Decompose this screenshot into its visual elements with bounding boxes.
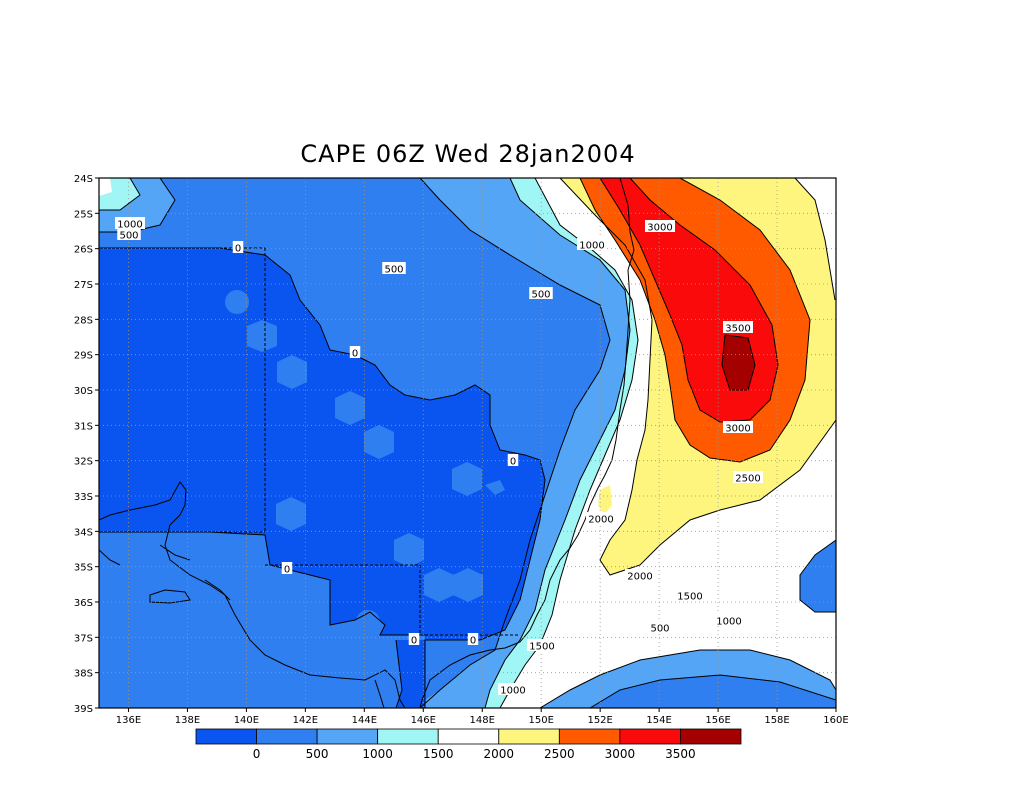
svg-text:500: 500 — [650, 624, 669, 635]
contour-label: 3000 — [723, 421, 753, 435]
lon-tick-label: 154E — [646, 715, 671, 726]
svg-text:0: 0 — [510, 457, 516, 468]
contour-label: 0 — [408, 633, 420, 647]
colorbar-label: 2000 — [484, 747, 515, 761]
lon-tick-label: 144E — [352, 715, 377, 726]
colorbar-label: 500 — [306, 747, 329, 761]
svg-text:2500: 2500 — [735, 474, 760, 485]
contour-label: 3000 — [645, 220, 675, 234]
svg-text:0: 0 — [352, 349, 358, 360]
lon-tick-label: 152E — [587, 715, 612, 726]
contour-label: 1500 — [675, 589, 705, 603]
lon-tick-label: 136E — [116, 715, 141, 726]
svg-text:3000: 3000 — [725, 424, 750, 435]
contour-label: 0 — [507, 454, 519, 468]
contour-label: 2000 — [586, 512, 616, 526]
svg-text:1500: 1500 — [529, 642, 554, 653]
contour-label: 500 — [648, 621, 672, 635]
svg-text:0: 0 — [235, 244, 241, 255]
lon-tick-label: 138E — [175, 715, 200, 726]
lat-tick-label: 30S — [74, 386, 93, 397]
contour-labels: 1000500050050001000300035003000250002000… — [115, 217, 763, 697]
svg-text:0: 0 — [411, 636, 417, 647]
colorbar-label: 1000 — [362, 747, 393, 761]
colorbar-label: 1500 — [423, 747, 454, 761]
contour-label: 500 — [529, 287, 553, 301]
contour-label: 0 — [281, 562, 293, 576]
svg-text:3000: 3000 — [647, 223, 672, 234]
contour-label: 500 — [382, 262, 406, 276]
svg-text:1000: 1000 — [117, 220, 142, 231]
chart-title: CAPE 06Z Wed 28jan2004 — [300, 140, 636, 168]
cape-field — [99, 178, 836, 708]
contour-label: 1000 — [498, 683, 528, 697]
lon-tick-label: 148E — [470, 715, 495, 726]
lat-tick-label: 26S — [74, 245, 93, 256]
colorbar-swatch — [256, 728, 318, 745]
svg-text:0: 0 — [470, 636, 476, 647]
lat-tick-label: 35S — [74, 563, 93, 574]
contour-label: 2500 — [733, 471, 763, 485]
lat-tick-label: 34S — [74, 527, 93, 538]
colorbar-swatch — [195, 728, 257, 745]
lat-tick-label: 31S — [74, 421, 93, 432]
svg-text:1500: 1500 — [677, 592, 702, 603]
svg-text:1000: 1000 — [579, 241, 604, 252]
svg-text:2000: 2000 — [627, 572, 652, 583]
colorbar-swatch — [316, 728, 379, 745]
lat-tick-label: 39S — [74, 704, 93, 715]
lat-tick-label: 27S — [74, 280, 93, 291]
colorbar-swatch — [619, 728, 681, 745]
svg-text:1000: 1000 — [500, 686, 525, 697]
contour-label: 1000 — [115, 217, 145, 231]
contour-label: 0 — [467, 633, 479, 647]
lon-tick-label: 156E — [705, 715, 730, 726]
contour-label: 1500 — [527, 639, 557, 653]
colorbar-label: 3000 — [605, 747, 636, 761]
contour-label: 3500 — [723, 321, 753, 335]
contour-label: 0 — [349, 346, 361, 360]
longitude-ticks: 136E 138E 140E 142E 144E 146E 148E 150E 152E 154E… — [116, 708, 849, 726]
svg-text:500: 500 — [119, 231, 138, 242]
colorbar-swatch — [558, 728, 621, 745]
colorbar-label: 2500 — [544, 747, 575, 761]
latitude-ticks: 24S 25S 26S 27S 28S 29S 30S 31S 32S 33S 34S 35S 36S 3… — [74, 174, 99, 715]
lat-tick-label: 32S — [74, 457, 93, 468]
lon-tick-label: 158E — [764, 715, 789, 726]
lat-tick-label: 25S — [74, 209, 93, 220]
lon-tick-label: 142E — [293, 715, 318, 726]
svg-text:3500: 3500 — [725, 324, 750, 335]
colorbar-swatch — [437, 728, 500, 745]
colorbar: 0 500 1000 1500 2000 2500 3000 3500 — [195, 728, 742, 761]
colorbar-swatch — [680, 728, 742, 745]
svg-text:500: 500 — [384, 265, 403, 276]
svg-text:2000: 2000 — [588, 515, 613, 526]
lat-tick-label: 33S — [74, 492, 93, 503]
colorbar-label: 3500 — [665, 747, 696, 761]
graticule — [99, 178, 836, 708]
lon-tick-label: 140E — [234, 715, 259, 726]
lat-tick-label: 28S — [74, 315, 93, 326]
contour-label: 500 — [117, 228, 141, 242]
lat-tick-label: 37S — [74, 633, 93, 644]
colorbar-swatch — [498, 728, 560, 745]
lat-tick-label: 36S — [74, 598, 93, 609]
lat-tick-label: 29S — [74, 351, 93, 362]
svg-text:500: 500 — [531, 290, 550, 301]
contour-label: 0 — [232, 241, 244, 255]
lon-tick-label: 146E — [411, 715, 436, 726]
svg-text:0: 0 — [284, 565, 290, 576]
contour-label: 1000 — [577, 238, 607, 252]
lon-tick-label: 160E — [823, 715, 848, 726]
contour-label: 1000 — [714, 614, 744, 628]
map-frame — [98, 177, 837, 709]
lat-tick-label: 24S — [74, 174, 93, 185]
lon-tick-label: 150E — [528, 715, 553, 726]
svg-text:1000: 1000 — [716, 617, 741, 628]
contour-label: 2000 — [625, 569, 655, 583]
colorbar-label: 0 — [253, 747, 261, 761]
lat-tick-label: 38S — [74, 669, 93, 680]
colorbar-swatch — [377, 728, 439, 745]
